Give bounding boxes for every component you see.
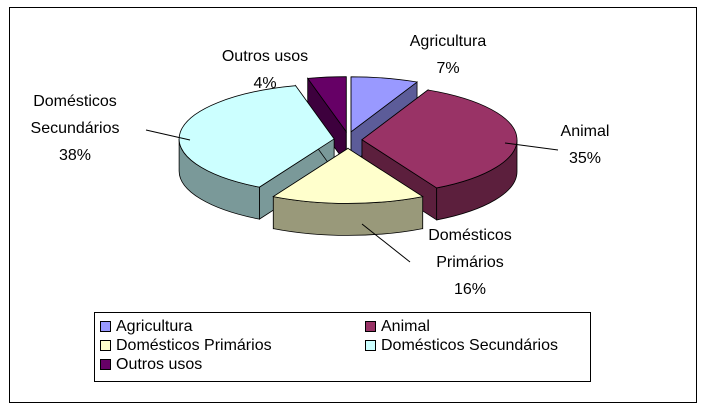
data-label-name: Domésticos Primários <box>428 227 512 271</box>
legend-label: Outros usos <box>116 356 202 373</box>
slice-top <box>272 147 424 204</box>
data-label-value: 7% <box>436 60 460 77</box>
legend-swatch <box>365 340 376 351</box>
legend-swatch <box>365 321 376 332</box>
legend-label: Domésticos Secundários <box>381 337 558 354</box>
leader-line <box>361 223 411 263</box>
legend-swatch <box>100 321 111 332</box>
data-label: Outros usos 4% <box>205 43 325 97</box>
legend-box <box>94 312 591 382</box>
data-label: Domésticos Secundários 38% <box>10 88 140 169</box>
legend-label: Animal <box>381 318 430 335</box>
data-label: Agricultura 7% <box>398 28 498 82</box>
legend-swatch <box>100 359 111 370</box>
data-label-name: Agricultura <box>409 33 487 50</box>
data-label-name: Animal <box>560 123 610 140</box>
leader-line <box>504 142 559 151</box>
legend-swatch <box>100 340 111 351</box>
data-label: Domésticos Primários 16% <box>410 222 530 303</box>
slice-top <box>361 89 518 189</box>
slice-top <box>350 76 419 133</box>
data-label-name: Domésticos Secundários <box>30 93 120 137</box>
data-label-value: 16% <box>453 281 487 298</box>
legend: Agricultura Animal Domésticos Primários Dom… <box>100 318 558 373</box>
data-label: Animal 35% <box>535 118 635 172</box>
slice-top <box>178 85 335 188</box>
slice-top <box>306 76 347 133</box>
pie <box>178 76 518 236</box>
legend-label: Agricultura <box>116 318 193 335</box>
data-label-value: 4% <box>253 75 277 92</box>
leader-line <box>145 129 191 141</box>
legend-label: Domésticos Primários <box>116 337 272 354</box>
data-label-name: Outros usos <box>221 48 309 65</box>
data-label-value: 38% <box>58 147 92 164</box>
data-label-value: 35% <box>568 150 602 167</box>
